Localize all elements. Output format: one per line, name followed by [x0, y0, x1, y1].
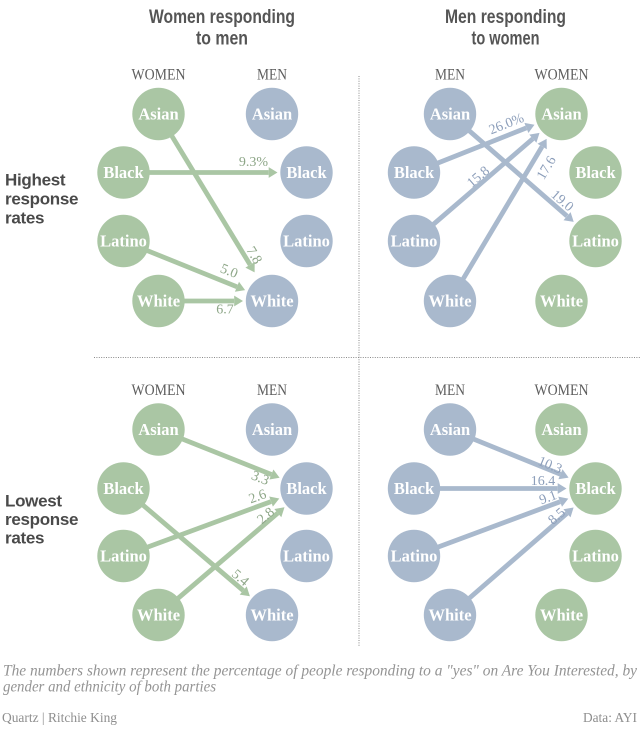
svg-text:Black: Black	[575, 479, 616, 498]
svg-text:White: White	[250, 292, 293, 311]
svg-text:2.6: 2.6	[247, 487, 269, 507]
svg-text:White: White	[250, 606, 293, 625]
svg-text:response: response	[5, 190, 78, 209]
svg-text:response: response	[5, 510, 78, 529]
svg-text:Black: Black	[103, 479, 144, 498]
svg-text:Latino: Latino	[572, 232, 619, 251]
svg-text:WOMEN: WOMEN	[535, 67, 589, 84]
svg-text:Latino: Latino	[283, 547, 330, 566]
svg-text:Black: Black	[394, 479, 435, 498]
svg-text:MEN: MEN	[435, 382, 465, 399]
svg-text:Latino: Latino	[572, 547, 619, 566]
svg-text:3.3: 3.3	[249, 469, 271, 489]
svg-text:rates: rates	[5, 529, 44, 548]
svg-text:Latino: Latino	[100, 547, 147, 566]
svg-text:MEN: MEN	[435, 67, 465, 84]
svg-text:Black: Black	[103, 163, 144, 182]
svg-text:Asian: Asian	[138, 420, 178, 439]
svg-text:Women responding: Women responding	[149, 7, 295, 28]
svg-text:MEN: MEN	[257, 382, 287, 399]
svg-text:rates: rates	[5, 209, 44, 228]
svg-text:Asian: Asian	[138, 105, 178, 124]
svg-text:Asian: Asian	[430, 420, 470, 439]
svg-text:Asian: Asian	[252, 420, 292, 439]
svg-text:Black: Black	[286, 479, 327, 498]
svg-text:White: White	[428, 606, 471, 625]
svg-text:Black: Black	[394, 163, 435, 182]
svg-text:gender and ethnicity of both p: gender and ethnicity of both parties	[3, 679, 216, 696]
svg-text:9.3%: 9.3%	[239, 155, 269, 170]
svg-text:WOMEN: WOMEN	[535, 382, 589, 399]
svg-text:9.1: 9.1	[537, 488, 559, 508]
svg-text:WOMEN: WOMEN	[132, 382, 186, 399]
svg-text:Black: Black	[286, 163, 327, 182]
svg-text:Men responding: Men responding	[445, 7, 566, 28]
svg-text:White: White	[540, 606, 583, 625]
svg-text:Latino: Latino	[391, 232, 438, 251]
svg-text:White: White	[137, 292, 180, 311]
svg-text:MEN: MEN	[257, 67, 287, 84]
svg-text:Lowest: Lowest	[5, 492, 62, 511]
svg-text:Asian: Asian	[541, 420, 581, 439]
svg-text:to women: to women	[472, 28, 540, 49]
svg-text:Data: AYI: Data: AYI	[583, 711, 637, 726]
svg-text:Highest: Highest	[5, 171, 66, 190]
svg-text:Asian: Asian	[252, 105, 292, 124]
svg-text:Latino: Latino	[100, 232, 147, 251]
svg-text:White: White	[540, 292, 583, 311]
svg-text:The numbers shown represent th: The numbers shown represent the percenta…	[3, 663, 637, 680]
svg-text:5.0: 5.0	[218, 262, 240, 282]
svg-text:Latino: Latino	[283, 232, 330, 251]
svg-text:Black: Black	[575, 163, 616, 182]
svg-text:White: White	[428, 292, 471, 311]
svg-text:Asian: Asian	[541, 105, 581, 124]
svg-text:16.4: 16.4	[531, 474, 556, 489]
svg-text:Latino: Latino	[391, 547, 438, 566]
svg-text:to men: to men	[196, 28, 248, 49]
svg-text:WOMEN: WOMEN	[132, 67, 186, 84]
svg-text:Asian: Asian	[430, 105, 470, 124]
svg-text:6.7: 6.7	[216, 303, 234, 318]
svg-text:White: White	[137, 606, 180, 625]
svg-text:Quartz | Ritchie King: Quartz | Ritchie King	[2, 711, 117, 726]
